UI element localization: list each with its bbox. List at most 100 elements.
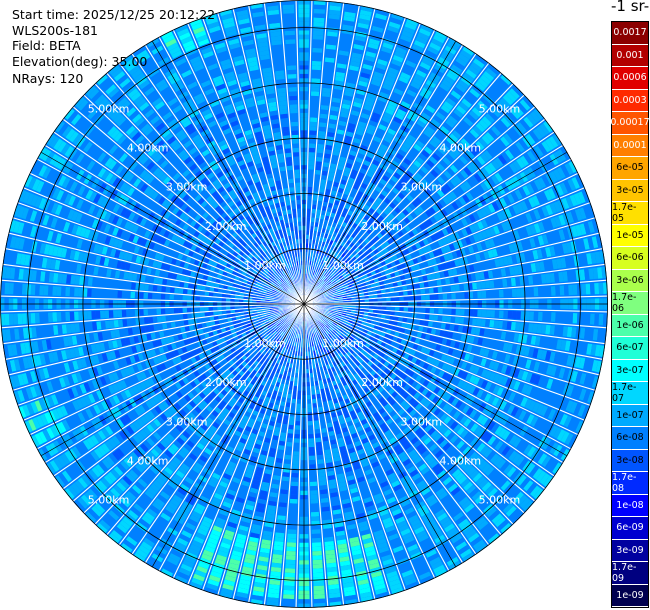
range-gate [330,317,336,321]
range-gate [576,313,582,324]
range-gate [465,407,474,416]
range-gate [342,311,347,314]
range-gate [56,286,62,296]
range-gate [423,491,433,500]
range-gate [466,466,477,477]
range-gate [69,287,75,297]
range-gate [152,285,158,292]
range-gate [354,383,360,389]
range-gate [347,305,352,308]
range-gate [541,455,551,467]
range-gate [368,404,375,411]
range-gate [489,372,496,381]
range-gate [437,337,444,344]
range-gate [318,472,326,478]
range-gate [256,305,261,308]
range-gate [522,412,531,423]
range-gate [519,441,529,453]
range-gate [287,393,292,399]
range-gate [293,385,297,391]
range-gate [326,350,331,355]
range-gate [322,327,327,332]
range-gate [366,331,372,336]
range-gate [290,494,298,500]
range-gate [60,312,66,322]
range-gate [433,359,440,367]
range-gate [328,312,333,316]
range-gate [508,391,516,402]
range-gate [276,523,285,529]
range-gate [383,392,390,400]
range-gate [313,576,324,582]
range-gate [354,367,360,373]
range-gate [514,408,523,419]
range-gate [501,364,508,374]
range-gate [552,462,562,475]
range-gate [373,390,380,397]
range-gate [549,425,558,437]
range-gate [484,433,493,443]
range-gate [298,377,302,383]
range-gate [453,437,462,447]
range-gate [457,475,468,485]
range-gate [364,309,369,312]
range-gate [334,319,340,323]
range-gate [30,284,36,295]
range-gate [17,283,23,295]
range-gate [370,357,376,363]
range-gate [333,345,338,351]
range-gate [421,388,429,396]
range-gate [554,366,562,378]
range-gate [442,403,450,412]
range-gate [428,477,438,486]
range-gate [393,444,402,452]
range-gate [308,429,314,435]
range-gate [309,464,316,469]
range-gate [305,360,309,365]
range-gate [182,314,188,319]
range-gate [386,396,393,403]
range-gate [468,532,480,543]
range-gate [579,373,587,385]
range-gate [126,309,131,317]
range-gate [563,312,569,323]
range-gate [322,432,328,438]
range-gate [530,416,539,427]
range-gate [376,356,383,362]
range-gate [341,356,346,361]
range-gate [473,440,483,450]
range-gate [326,335,331,340]
range-gate [309,364,312,369]
range-gate [320,419,326,425]
range-gate [361,340,367,346]
range-gate [298,373,302,378]
range-gate [587,359,594,371]
range-gate [357,346,363,352]
range-gate [323,320,328,324]
range-gate [505,505,517,517]
range-gate [292,390,297,395]
range-gate [352,338,358,344]
range-gate [277,414,283,420]
range-gate [380,389,388,396]
range-gate [311,390,316,395]
range-gate [357,370,363,376]
range-gate [456,493,467,503]
range-gate [537,362,545,373]
range-gate [465,373,472,382]
range-gate [508,508,520,520]
range-gate [525,385,533,396]
range-gate [400,411,408,419]
range-gate [587,391,595,404]
range-gate [380,372,386,379]
range-gate [337,310,343,313]
range-gate [369,351,376,357]
range-gate [378,336,384,341]
range-gate [395,307,400,311]
range-gate [380,332,386,337]
range-gate [343,348,349,354]
range-gate [317,454,324,460]
range-gate [573,403,582,415]
range-gate [561,398,570,411]
range-gate [588,328,594,340]
